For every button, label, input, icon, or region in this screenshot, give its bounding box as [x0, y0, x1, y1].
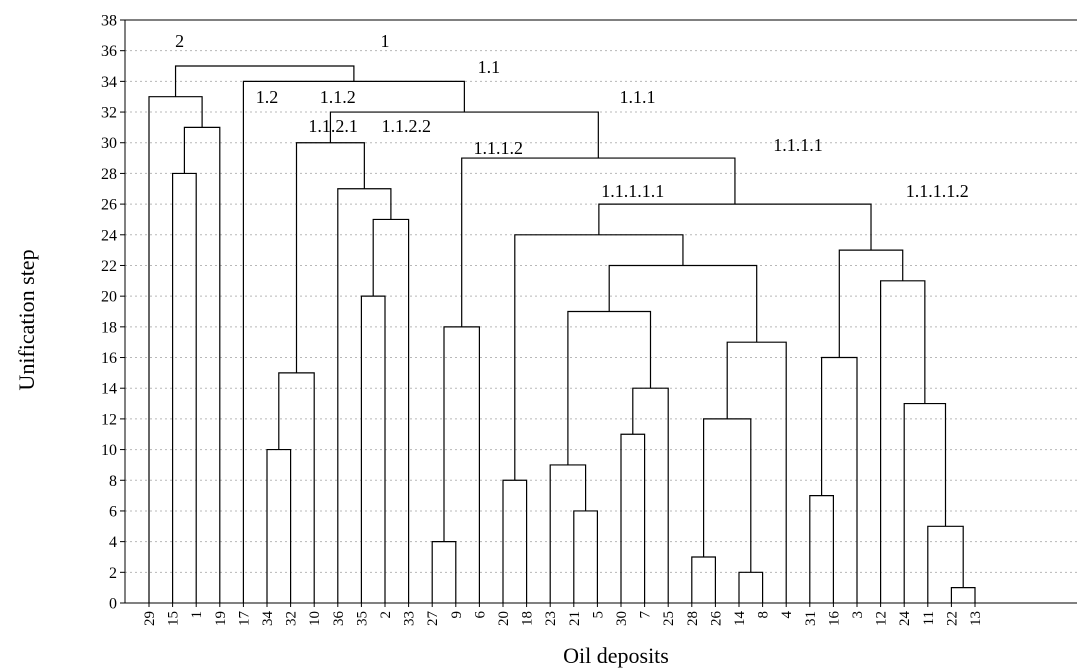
leaf-label: 24 — [897, 611, 913, 627]
leaf-label: 28 — [685, 611, 701, 626]
dendrogram-link — [632, 387, 669, 603]
dendrogram-link — [266, 448, 292, 603]
x-axis-leaf-labels: 29 15 1 19 17 34 32 10 36 35 2 33 27 9 6 20 18 23 21 5 30 7 25… — [142, 603, 984, 626]
y-tick-label: 28 — [101, 166, 117, 183]
leaf-label: 34 — [260, 611, 276, 627]
cluster-label: 1.2 — [256, 87, 279, 107]
y-tick-label: 6 — [109, 503, 117, 520]
y-tick-label: 24 — [101, 227, 117, 244]
leaf-label: 3 — [850, 611, 866, 619]
leaf-label: 17 — [236, 611, 252, 627]
dendrogram-link — [691, 556, 716, 603]
dendrogram-link — [329, 111, 599, 159]
leaf-label: 9 — [449, 611, 465, 619]
y-tick-label: 8 — [109, 473, 117, 490]
leaf-label: 36 — [331, 611, 347, 627]
dendrogram-link — [183, 126, 221, 603]
leaf-label: 13 — [968, 611, 984, 626]
leaf-label: 19 — [213, 611, 229, 626]
leaf-label: 18 — [520, 611, 536, 626]
y-tick-label: 16 — [101, 350, 117, 367]
dendrogram-link — [360, 295, 386, 603]
cluster-annotations: 2 1 1.1 1.2 1.1.2 1.1.1 1.1.2.1 1.1.2.2 1.1.1.2 1… — [175, 31, 969, 201]
leaf-label: 4 — [779, 611, 795, 619]
dendrogram-link — [738, 571, 764, 603]
dendrogram-link — [880, 280, 926, 603]
leaf-label: 22 — [944, 611, 960, 626]
dendrogram-link — [461, 157, 736, 327]
y-tick-label: 10 — [101, 442, 117, 459]
leaf-label: 12 — [874, 611, 890, 626]
y-tick-label: 18 — [101, 319, 117, 336]
cluster-label: 1 — [381, 31, 390, 51]
cluster-label: 1.1.1.1.1 — [601, 181, 664, 201]
y-tick-label: 22 — [101, 258, 117, 275]
y-tick-label: 38 — [101, 13, 117, 30]
cluster-label: 1.1.2.2 — [381, 116, 431, 136]
dendrogram-link — [608, 264, 758, 343]
dendrogram-link — [174, 65, 355, 97]
leaf-label: 29 — [142, 611, 158, 626]
dendrogram-link — [620, 433, 646, 603]
dendrogram-link — [950, 587, 976, 603]
y-tick-label: 30 — [101, 135, 117, 152]
y-tick-label: 34 — [101, 74, 117, 91]
leaf-label: 26 — [708, 611, 724, 627]
y-tick-label: 0 — [109, 596, 117, 613]
leaf-label: 15 — [166, 611, 182, 626]
dendrogram-link — [295, 142, 365, 373]
leaf-label: 33 — [402, 611, 418, 626]
dendrogram-link — [903, 402, 947, 603]
x-axis-title: Oil deposits — [563, 643, 669, 668]
y-tick-label: 2 — [109, 565, 117, 582]
dendrogram-link — [431, 541, 457, 603]
y-tick-label: 14 — [101, 381, 117, 398]
cluster-label: 1.1.2 — [320, 87, 356, 107]
leaf-label: 30 — [614, 611, 630, 626]
y-tick-label: 26 — [101, 197, 117, 214]
dendrogram-branches — [148, 65, 976, 603]
leaf-label: 8 — [756, 611, 772, 619]
y-tick-label: 36 — [101, 43, 117, 60]
y-tick-label: 32 — [101, 105, 117, 122]
leaf-label: 10 — [307, 611, 323, 626]
leaf-label: 5 — [590, 611, 606, 619]
leaf-label: 14 — [732, 611, 748, 627]
cluster-label: 1.1.1 — [620, 87, 656, 107]
leaf-label: 20 — [496, 611, 512, 626]
cluster-label: 2 — [175, 31, 184, 51]
cluster-label: 1.1.2.1 — [308, 116, 358, 136]
leaf-label: 1 — [189, 611, 205, 619]
leaf-label: 16 — [826, 611, 842, 627]
dendrogram-link — [838, 249, 904, 358]
y-tick-label: 20 — [101, 289, 117, 306]
leaf-label: 31 — [803, 611, 819, 626]
leaf-label: 25 — [661, 611, 677, 626]
leaf-label: 23 — [543, 611, 559, 626]
leaf-label: 21 — [567, 611, 583, 626]
cluster-label: 1.1.1.1 — [773, 135, 823, 155]
cluster-label: 1.1 — [478, 57, 501, 77]
y-tick-label: 4 — [109, 534, 117, 551]
cluster-label: 1.1.1.2 — [474, 138, 524, 158]
leaf-label: 7 — [638, 611, 654, 619]
leaf-label: 11 — [921, 611, 937, 625]
leaf-label: 35 — [354, 611, 370, 626]
dendrogram-link — [703, 418, 752, 573]
leaf-label: 27 — [425, 611, 441, 627]
leaf-label: 2 — [378, 611, 394, 619]
cluster-label: 1.1.1.1.2 — [906, 181, 969, 201]
y-axis-title: Unification step — [14, 249, 39, 390]
y-tick-label: 12 — [101, 411, 117, 428]
leaf-label: 6 — [472, 611, 488, 619]
leaf-label: 32 — [284, 611, 300, 626]
